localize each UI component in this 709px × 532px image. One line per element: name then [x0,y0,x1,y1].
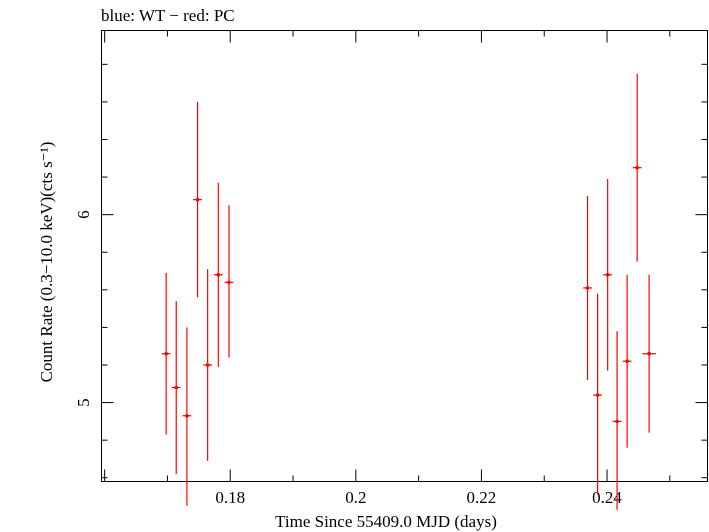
data-point [632,73,642,262]
data-marker [185,413,189,418]
chart-title: blue: WT − red: PC [101,6,235,25]
data-marker [227,280,231,285]
data-point [603,178,613,371]
data-point [193,101,202,298]
data-marker [625,359,629,364]
data-marker [635,165,639,170]
data-marker [174,385,179,390]
data-point [213,182,223,367]
data-point [203,269,213,461]
y-axis-label: Count Rate (0.3−10.0 keV)(cts s⁻¹) [37,142,56,383]
x-axis-label: Time Since 55409.0 MJD (days) [275,512,497,531]
data-point [224,205,234,358]
data-point [612,331,622,510]
data-marker [164,351,168,356]
data-marker [647,351,651,356]
x-tick-label: 0.18 [215,488,245,507]
y-axis: 56 [74,63,708,479]
data-marker [615,419,619,424]
data-marker [195,197,200,202]
data-point [593,293,602,495]
data-series-pc [161,73,657,510]
x-axis: 0.18 0.2 0.22 0.24 [104,30,671,507]
y-tick-label: 6 [74,210,93,219]
y-tick-label: 5 [74,398,93,407]
data-point [642,274,657,433]
x-tick-label: 0.22 [467,488,497,507]
data-point [622,274,632,448]
data-marker [605,272,610,277]
data-point [583,195,592,381]
data-marker [595,393,600,397]
data-point [161,272,171,435]
data-marker [216,272,221,277]
data-point [171,301,181,474]
data-marker [585,286,590,290]
data-point [182,327,192,506]
plot-frame [101,30,708,482]
x-tick-label: 0.2 [345,488,366,507]
x-tick-label: 0.24 [592,488,622,507]
data-marker [205,363,210,367]
